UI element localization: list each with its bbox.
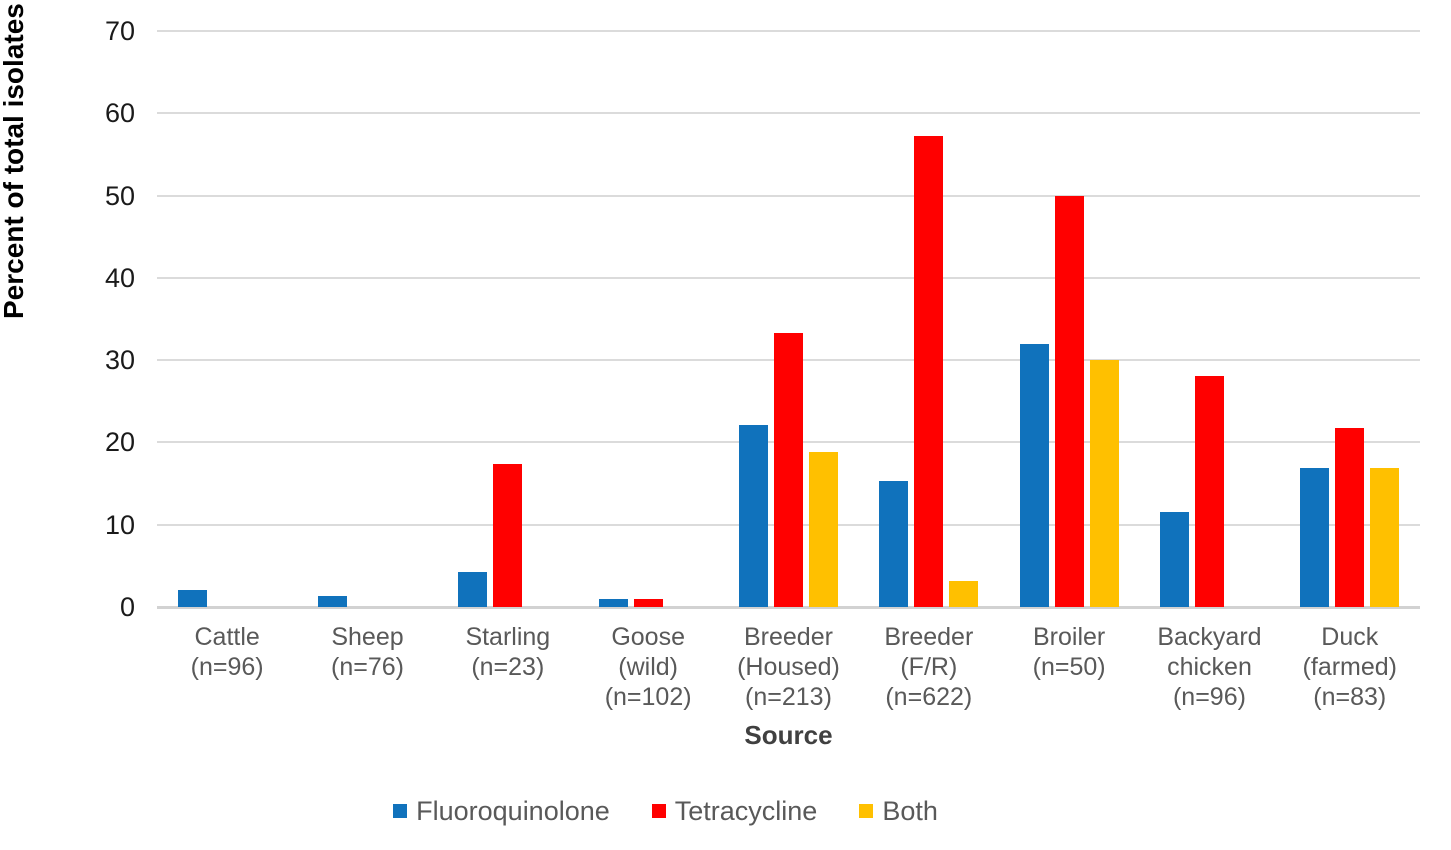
- x-tick-label-line: (n=96): [1172, 683, 1246, 711]
- x-tick-label-line: Starling: [465, 623, 551, 651]
- bar-fluoroquinolone-3: [598, 599, 628, 607]
- x-tick-label-line: Duck: [1321, 623, 1379, 651]
- bar-tetracycline-2: [493, 464, 523, 607]
- bar-tetracycline-7: [1194, 376, 1224, 607]
- y-tick-label-20: 20: [104, 427, 135, 458]
- y-tick-label-0: 0: [119, 592, 135, 622]
- x-tick-label-line: (n=76): [331, 653, 404, 681]
- x-tick-label-line: (n=83): [1313, 683, 1387, 711]
- bar-fluoroquinolone-0: [177, 590, 207, 607]
- bar-both-8: [1370, 468, 1400, 607]
- legend-label: Fluoroquinolone: [416, 796, 610, 826]
- bar-group-7: [1139, 31, 1279, 607]
- legend-label: Tetracycline: [674, 796, 818, 826]
- legend-item-tetracycline: Tetracycline: [651, 796, 818, 826]
- bar-fluoroquinolone-6: [1019, 344, 1049, 607]
- legend-item-both: Both: [859, 796, 938, 826]
- bar-fluoroquinolone-1: [317, 596, 347, 607]
- plot-area: [157, 30, 1420, 609]
- y-tick-label-70: 70: [104, 16, 135, 46]
- x-tick-label-6: Broiler (n=50): [999, 622, 1139, 712]
- x-tick-label-2: Starling (n=23): [438, 622, 578, 712]
- bar-fluoroquinolone-5: [879, 481, 909, 607]
- gridline-0: [157, 606, 1420, 609]
- x-tick-label-line: (F/R): [900, 653, 958, 681]
- x-tick-label-8: Duck (farmed) (n=83): [1280, 622, 1420, 712]
- bar-fluoroquinolone-2: [458, 572, 488, 607]
- legend-swatch-icon: [393, 804, 408, 818]
- x-tick-label-5: Breeder (F/R) (n=622): [859, 622, 999, 712]
- legend: Fluoroquinolone Tetracycline Both: [0, 796, 1391, 826]
- bar-fluoroquinolone-7: [1159, 512, 1189, 607]
- x-tick-label-4: Breeder (Housed) (n=213): [718, 622, 858, 712]
- bar-tetracycline-3: [633, 599, 663, 607]
- x-tick-label-1: Sheep (n=76): [297, 622, 437, 712]
- x-axis-tick-labels: Cattle (n=96) Sheep (n=76) Starling (n=23) Goo…: [157, 622, 1420, 712]
- x-tick-label-line: (wild): [618, 653, 678, 681]
- bar-group-0: [157, 31, 297, 607]
- legend-item-fluoroquinolone: Fluoroquinolone: [393, 796, 610, 826]
- bar-both-5: [949, 581, 979, 607]
- x-tick-label-7: Backyard chicken (n=96): [1139, 622, 1279, 712]
- x-tick-label-line: chicken: [1167, 653, 1252, 681]
- gridline-60: [157, 112, 1420, 115]
- x-tick-label-line: (n=102): [604, 683, 692, 711]
- bar-tetracycline-8: [1335, 428, 1365, 607]
- x-tick-label-line: Sheep: [331, 623, 404, 651]
- x-axis-title: Source: [744, 720, 833, 750]
- legend-swatch-icon: [859, 804, 874, 818]
- x-tick-label-line: Breeder: [744, 623, 833, 651]
- x-tick-label-line: Goose: [611, 623, 685, 651]
- bars-layer: [157, 31, 1420, 607]
- gridline-40: [157, 276, 1420, 279]
- bar-fluoroquinolone-8: [1300, 468, 1330, 607]
- bar-group-6: [999, 31, 1139, 607]
- bar-tetracycline-5: [914, 136, 944, 607]
- x-tick-label-line: (n=213): [745, 683, 832, 711]
- x-tick-label-line: (n=622): [885, 683, 973, 711]
- y-tick-label-10: 10: [104, 509, 135, 540]
- x-tick-label-line: Broiler: [1033, 623, 1106, 651]
- y-tick-label-50: 50: [104, 180, 135, 211]
- bar-group-3: [578, 31, 718, 607]
- bar-both-6: [1089, 360, 1119, 607]
- x-tick-label-3: Goose (wild) (n=102): [578, 622, 718, 712]
- x-tick-label-line: Breeder: [884, 623, 974, 651]
- x-tick-label-line: Cattle: [194, 623, 260, 651]
- bar-group-2: [438, 31, 578, 607]
- gridline-70: [157, 30, 1420, 32]
- x-tick-label-line: (n=96): [190, 653, 264, 681]
- x-tick-label-line: (farmed): [1302, 653, 1398, 681]
- legend-swatch-icon: [651, 804, 666, 818]
- x-tick-label-line: (n=50): [1032, 653, 1106, 681]
- bar-group-8: [1280, 31, 1420, 607]
- bar-tetracycline-4: [773, 333, 803, 607]
- x-tick-label-line: Backyard: [1157, 623, 1262, 651]
- bar-group-4: [718, 31, 858, 607]
- bar-tetracycline-6: [1054, 196, 1084, 607]
- x-tick-label-line: (n=23): [471, 653, 545, 681]
- x-tick-label-0: Cattle (n=96): [157, 622, 297, 712]
- y-tick-label-40: 40: [104, 262, 135, 293]
- x-tick-label-line: (Housed): [737, 653, 840, 681]
- bar-group-5: [859, 31, 999, 607]
- y-tick-label-60: 60: [104, 98, 135, 129]
- y-tick-label-30: 30: [104, 345, 135, 376]
- bar-fluoroquinolone-4: [738, 425, 768, 607]
- bar-group-1: [297, 31, 437, 607]
- bar-both-4: [808, 452, 838, 607]
- legend-label: Both: [882, 796, 938, 826]
- gridline-50: [157, 194, 1420, 197]
